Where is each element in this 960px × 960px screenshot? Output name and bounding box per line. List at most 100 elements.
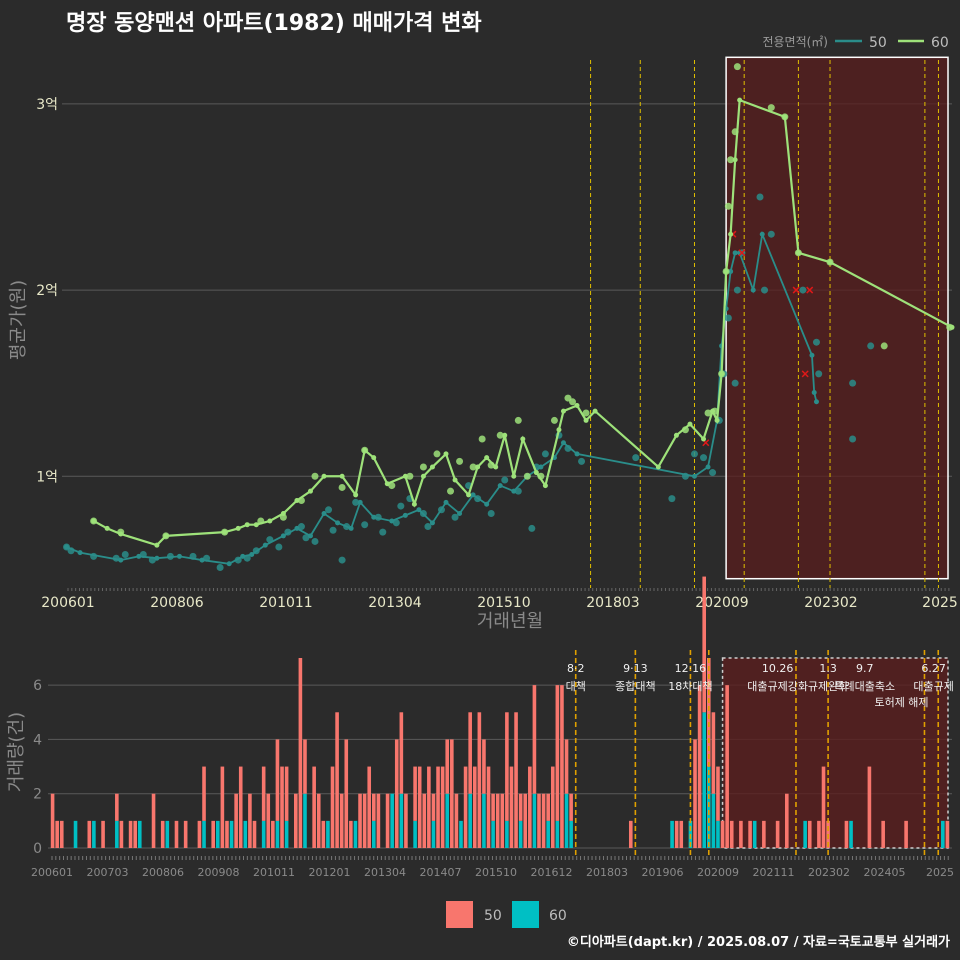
volume-x-tick-label: 201510 [475,866,517,879]
bar-50 [904,820,908,848]
line-point-60 [827,259,833,265]
bar-50 [945,820,950,848]
point-50 [397,502,405,510]
bar-60 [229,820,234,848]
bar-50 [748,820,752,848]
point-60 [297,496,305,504]
line-point-50 [402,512,408,518]
line-point-60 [542,483,548,489]
volume-x-tick-label: 201304 [364,866,406,879]
bar-50 [316,793,321,848]
bar-50 [394,739,399,848]
cancelled-stroke [801,370,809,378]
bar-60 [284,820,289,848]
line-point-50 [750,287,756,293]
bar-60 [702,712,707,848]
bar-50 [427,766,431,848]
line-point-60 [384,481,390,487]
point-50 [311,537,319,545]
line-point-60 [163,533,169,539]
line-point-50 [470,492,476,498]
bar-50 [702,576,707,713]
bar-50 [248,793,252,848]
point-50 [709,469,717,477]
point-50 [733,286,741,294]
bar-60 [569,820,573,848]
line-point-50 [443,499,449,505]
line-point-50 [154,555,160,561]
bar-50 [252,820,257,848]
point-50 [343,523,351,531]
line-point-60 [443,451,449,457]
bar-50 [725,685,729,848]
point-60 [447,487,455,495]
line-point-50 [371,514,377,520]
bar-50 [372,793,376,821]
line-point-60 [560,408,566,414]
point-60 [727,156,735,164]
line-point-50 [809,352,815,358]
point-50 [668,495,676,503]
point-50 [361,521,369,529]
price-y-tick-label: 1억 [36,469,58,485]
cancelled-stroke [806,286,814,294]
point-50 [681,472,689,480]
line-point-50 [811,389,817,395]
line-point-60 [466,492,472,498]
bar-50 [807,820,812,848]
bar-50 [775,820,780,848]
bar-50 [284,766,289,821]
annotation-label: 대출규제강화 [747,680,808,693]
line-point-60 [294,497,300,503]
bar-50 [509,766,514,848]
point-50 [487,510,495,518]
bar-50 [119,820,124,848]
line-point-50 [226,561,232,567]
point-60 [487,461,495,469]
line-point-60 [253,522,259,528]
point-50 [392,519,400,527]
line-point-60 [574,403,580,409]
bar-50 [174,820,179,848]
bar-50 [762,820,766,848]
line-point-60 [235,525,241,531]
volume-x-tick-label: 201201 [309,866,351,879]
volume-x-tick-label: 200806 [142,866,184,879]
line-point-60 [475,464,481,470]
policy-annotation: 6.27 대출규제 [913,662,953,693]
bar-60 [505,820,509,848]
policy-annotation: 10.26 대출규제강화 [747,662,808,693]
bar-50 [115,793,119,821]
line-point-60 [583,417,589,423]
point-50 [67,547,75,555]
bar-50 [867,766,872,848]
point-60 [388,482,396,490]
annotation-date: 9.7 [856,662,874,675]
volume-legend-label-50: 50 [484,908,502,924]
point-50 [849,379,857,387]
bar-50 [128,820,133,848]
policy-annotation: 8·2 대책 [566,662,586,693]
volume-y-tick-label: 0 [33,841,42,857]
bar-50 [674,820,679,848]
point-60 [478,435,486,443]
line-point-50 [64,544,70,550]
bar-50 [417,766,422,848]
bar-60 [275,820,280,848]
line-point-60 [222,529,228,535]
bar-60 [555,820,560,848]
bar-60 [372,820,376,848]
point-60 [733,63,741,71]
bar-50 [528,766,532,848]
bar-50 [440,766,445,848]
bar-50 [693,739,697,848]
point-60 [767,104,775,112]
line-point-60 [556,427,562,433]
line-point-50 [732,250,738,256]
bar-50 [505,712,509,821]
bar-60 [431,820,436,848]
bar-50 [234,793,238,848]
volume-x-tick-label: 202009 [697,866,739,879]
cancelled-marker [806,286,814,294]
